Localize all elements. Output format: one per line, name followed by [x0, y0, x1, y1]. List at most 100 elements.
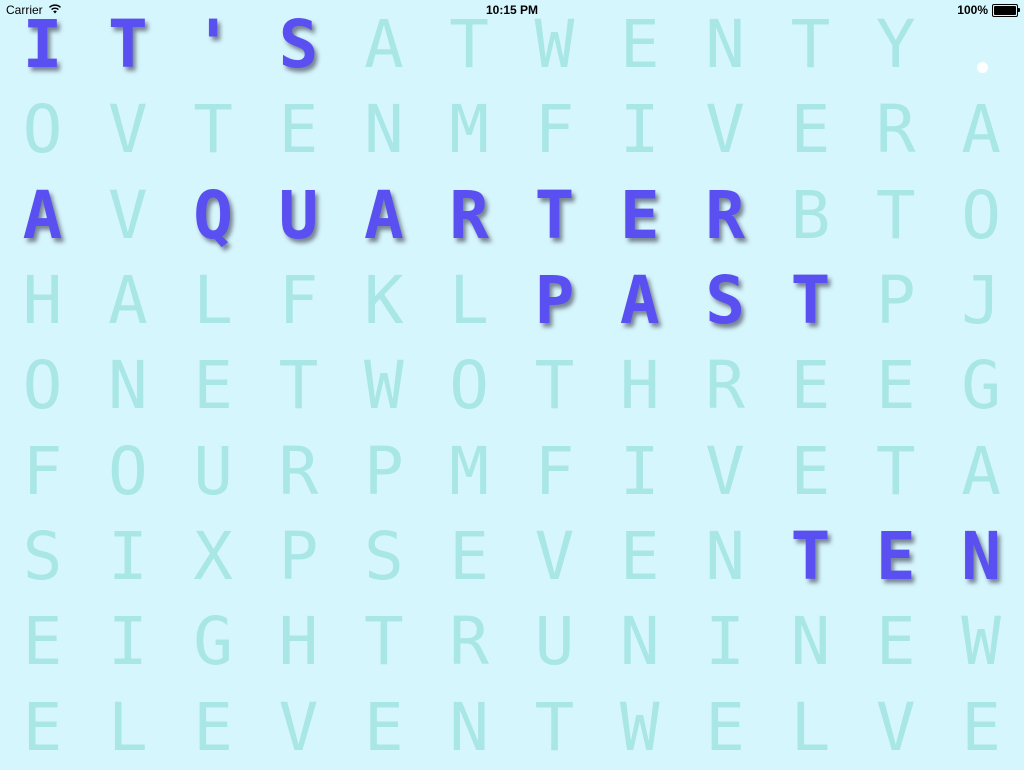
grid-letter-lit: S: [705, 261, 745, 339]
battery-icon: [992, 3, 1020, 17]
grid-letter: N: [705, 6, 745, 83]
grid-letter-lit: U: [278, 176, 319, 254]
grid-letter: N: [107, 347, 148, 425]
carrier-label: Carrier: [6, 3, 43, 17]
grid-letter: F: [278, 261, 319, 339]
grid-letter: H: [22, 261, 63, 339]
grid-letter: L: [449, 261, 490, 339]
grid-letter: S: [22, 517, 63, 595]
grid-letter: I: [619, 432, 660, 510]
grid-letter: E: [449, 517, 490, 595]
grid-letter: T: [193, 91, 234, 169]
grid-letter: V: [534, 517, 575, 595]
grid-letter: W: [961, 603, 1001, 681]
grid-letter: F: [22, 432, 63, 510]
grid-letter: F: [534, 432, 575, 510]
grid-letter: A: [961, 91, 1001, 169]
grid-letter-lit: P: [534, 261, 575, 339]
grid-letter: Y: [875, 6, 916, 83]
grid-letter: N: [619, 603, 660, 681]
battery-fill: [994, 5, 1016, 15]
grid-letter: N: [363, 91, 404, 169]
grid-letter: O: [22, 91, 63, 169]
grid-row: I T ' S A T W E N T Y: [0, 2, 1024, 87]
grid-letter: P: [363, 432, 404, 510]
grid-letter-lit: T: [790, 517, 831, 595]
grid-letter-lit: R: [705, 176, 745, 254]
grid-letter: E: [705, 688, 745, 766]
status-bar-left: Carrier: [6, 3, 62, 17]
grid-letter: E: [875, 347, 916, 425]
grid-letter: P: [278, 517, 319, 595]
grid-letter: N: [705, 517, 745, 595]
grid-letter: L: [193, 261, 234, 339]
grid-letter: V: [875, 688, 916, 766]
grid-letter: F: [534, 91, 575, 169]
grid-letter: E: [363, 688, 404, 766]
grid-letter: L: [790, 688, 831, 766]
wifi-icon: [48, 3, 62, 17]
grid-letter: E: [790, 432, 831, 510]
grid-letter-lit: A: [619, 261, 660, 339]
grid-letter-lit: T: [107, 6, 148, 83]
grid-letter: I: [619, 91, 660, 169]
grid-letter: T: [534, 347, 575, 425]
status-bar-time: 10:15 PM: [485, 3, 539, 17]
grid-letter: E: [790, 347, 831, 425]
battery-percent: 100%: [957, 3, 988, 17]
grid-letter: R: [278, 432, 319, 510]
grid-letter: V: [278, 688, 319, 766]
grid-letter: T: [790, 6, 831, 83]
grid-letter: U: [534, 603, 575, 681]
grid-letter: T: [875, 176, 916, 254]
grid-letter-lit: A: [363, 176, 404, 254]
grid-letter: K: [363, 261, 404, 339]
status-bar: Carrier 10:15 PM 100%: [0, 0, 1024, 20]
grid-letter: R: [705, 347, 745, 425]
grid-letter: T: [278, 347, 319, 425]
grid-letter: W: [534, 6, 575, 83]
grid-letter: I: [107, 517, 148, 595]
grid-letter: E: [790, 91, 831, 169]
grid-letter: O: [22, 347, 63, 425]
grid-letter-lit: T: [534, 176, 575, 254]
grid-letter: W: [363, 347, 404, 425]
grid-letter: J: [961, 261, 1001, 339]
grid-letter: I: [107, 603, 148, 681]
grid-letter: N: [449, 688, 490, 766]
grid-letter: O: [107, 432, 148, 510]
grid-letter: T: [534, 688, 575, 766]
grid-letter: T: [363, 603, 404, 681]
grid-letter: M: [449, 91, 490, 169]
grid-letter-lit: Q: [193, 176, 234, 254]
grid-letter: O: [961, 176, 1001, 254]
grid-letter-lit: A: [22, 176, 63, 254]
grid-letter: A: [363, 6, 404, 83]
grid-letter: O: [449, 347, 490, 425]
grid-letter-lit: ': [193, 6, 234, 83]
minute-dot-indicator: [977, 62, 988, 73]
grid-letter: V: [705, 91, 745, 169]
grid-letter-lit: N: [961, 517, 1001, 595]
grid-letter-lit: T: [790, 261, 831, 339]
grid-letter: E: [875, 603, 916, 681]
grid-letter: X: [193, 517, 234, 595]
grid-letter: E: [193, 688, 234, 766]
grid-letter: E: [278, 91, 319, 169]
grid-letter: E: [22, 603, 63, 681]
grid-letter-lit: E: [875, 517, 916, 595]
grid-letter: B: [790, 176, 831, 254]
grid-letter-lit: I: [22, 6, 63, 83]
grid-letter: T: [449, 6, 490, 83]
grid-letter: V: [705, 432, 745, 510]
grid-letter: U: [193, 432, 234, 510]
grid-letter: E: [619, 6, 660, 83]
grid-letter: I: [705, 603, 745, 681]
